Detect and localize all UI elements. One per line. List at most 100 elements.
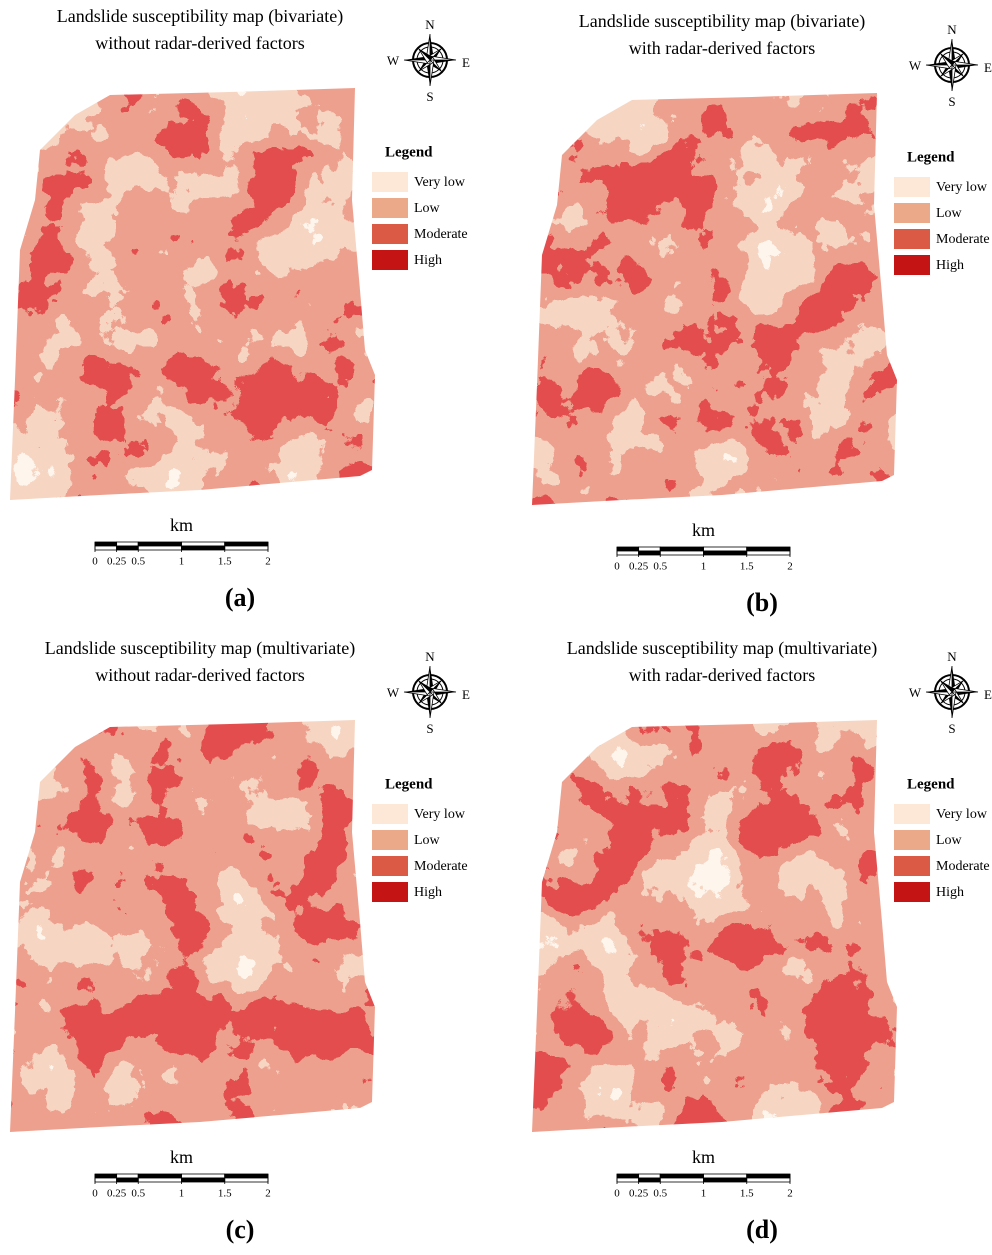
- map-title: without radar-derived factors: [95, 665, 305, 685]
- scale-segment: [747, 1174, 790, 1178]
- compass-letter: E: [462, 687, 470, 702]
- scale-segment: [704, 1174, 747, 1178]
- compass-letter: N: [425, 649, 435, 664]
- map-panel: Landslide susceptibility map (multivaria…: [527, 638, 992, 1244]
- map-title: Landslide susceptibility map (multivaria…: [45, 638, 355, 659]
- compass-letter: W: [387, 685, 400, 700]
- scale-segment: [225, 546, 268, 550]
- scale-label: 0: [614, 561, 620, 573]
- scale-segment: [704, 1178, 747, 1182]
- scale-label: 1.5: [740, 1188, 754, 1200]
- scale-label: 0.25: [629, 1188, 649, 1200]
- scale-label: 0.5: [131, 556, 145, 568]
- scale-label: 0: [92, 556, 98, 568]
- scale-segment: [639, 1178, 661, 1182]
- scale-label: 1: [179, 1188, 185, 1200]
- panel-label: (a): [225, 583, 255, 612]
- scale-segment: [182, 546, 225, 550]
- scale-segment: [95, 1174, 117, 1178]
- scale-segment: [117, 546, 139, 550]
- legend-swatch: [372, 856, 408, 876]
- map-panel: Landslide susceptibility map (multivaria…: [5, 638, 470, 1244]
- legend-swatch: [372, 250, 408, 270]
- scale-label: 2: [265, 1188, 271, 1200]
- legend-label: Low: [414, 833, 441, 848]
- map-panel: Landslide susceptibility map (bivariate)…: [527, 11, 992, 617]
- scale-label: 1.5: [218, 1188, 232, 1200]
- scale-segment: [747, 551, 790, 555]
- legend-swatch: [372, 882, 408, 902]
- scale-label: 0.5: [653, 561, 667, 573]
- compass-letter: E: [984, 687, 992, 702]
- legend-label: Very low: [414, 175, 466, 190]
- compass: [926, 39, 978, 91]
- legend-swatch: [372, 198, 408, 218]
- compass-letter: N: [947, 22, 957, 37]
- scale-label: 0: [92, 1188, 98, 1200]
- scale-segment: [182, 1178, 225, 1182]
- scale-segment: [95, 542, 117, 546]
- legend-label: High: [414, 253, 442, 268]
- scale-unit: km: [692, 520, 715, 540]
- legend-title: Legend: [907, 149, 955, 165]
- legend-label: Very low: [936, 807, 988, 822]
- scale-segment: [138, 1178, 181, 1182]
- compass: [404, 34, 456, 86]
- map-title: without radar-derived factors: [95, 33, 305, 53]
- scale-segment: [117, 1174, 139, 1178]
- legend-swatch: [894, 255, 930, 275]
- scale-segment: [639, 551, 661, 555]
- scale-segment: [117, 542, 139, 546]
- legend-label: High: [936, 885, 964, 900]
- scale-label: 2: [787, 1188, 793, 1200]
- compass: [926, 666, 978, 718]
- scale-segment: [182, 1174, 225, 1178]
- legend-label: High: [936, 258, 964, 273]
- compass-letter: N: [947, 649, 957, 664]
- scale-segment: [617, 1178, 639, 1182]
- scale-label: 2: [265, 556, 271, 568]
- compass-letter: S: [948, 94, 955, 109]
- scale-label: 1.5: [218, 556, 232, 568]
- legend-title: Legend: [385, 144, 433, 160]
- scale-label: 0: [614, 1188, 620, 1200]
- legend-label: Moderate: [936, 232, 990, 247]
- susceptibility-map: [527, 90, 902, 505]
- map-panel: Landslide susceptibility map (bivariate)…: [5, 6, 470, 612]
- compass: [404, 666, 456, 718]
- compass-letter: W: [909, 58, 922, 73]
- scale-segment: [747, 547, 790, 551]
- legend-label: Very low: [414, 807, 466, 822]
- scale-segment: [182, 542, 225, 546]
- panel-label: (c): [226, 1215, 255, 1244]
- legend-label: Moderate: [414, 859, 468, 874]
- figure: Landslide susceptibility map (bivariate)…: [0, 0, 992, 1250]
- scale-segment: [660, 551, 703, 555]
- scale-segment: [617, 547, 639, 551]
- scale-label: 2: [787, 561, 793, 573]
- scale-segment: [117, 1178, 139, 1182]
- scale-segment: [138, 546, 181, 550]
- legend-label: Low: [936, 206, 963, 221]
- scale-segment: [617, 551, 639, 555]
- susceptibility-map: [5, 717, 380, 1132]
- legend-swatch: [894, 229, 930, 249]
- compass-letter: W: [909, 685, 922, 700]
- scale-segment: [660, 1174, 703, 1178]
- scale-segment: [704, 547, 747, 551]
- legend-label: High: [414, 885, 442, 900]
- scale-segment: [617, 1174, 639, 1178]
- compass-letter: W: [387, 53, 400, 68]
- scale-segment: [639, 547, 661, 551]
- scale-label: 0.25: [629, 561, 649, 573]
- map-title: Landslide susceptibility map (bivariate): [579, 11, 865, 32]
- scale-segment: [225, 542, 268, 546]
- compass-letter: N: [425, 17, 435, 32]
- scale-segment: [95, 1178, 117, 1182]
- scale-label: 1: [701, 1188, 707, 1200]
- compass-letter: S: [426, 89, 433, 104]
- compass-letter: E: [984, 60, 992, 75]
- legend-label: Moderate: [414, 227, 468, 242]
- scale-label: 0.5: [131, 1188, 145, 1200]
- scale-unit: km: [170, 1147, 193, 1167]
